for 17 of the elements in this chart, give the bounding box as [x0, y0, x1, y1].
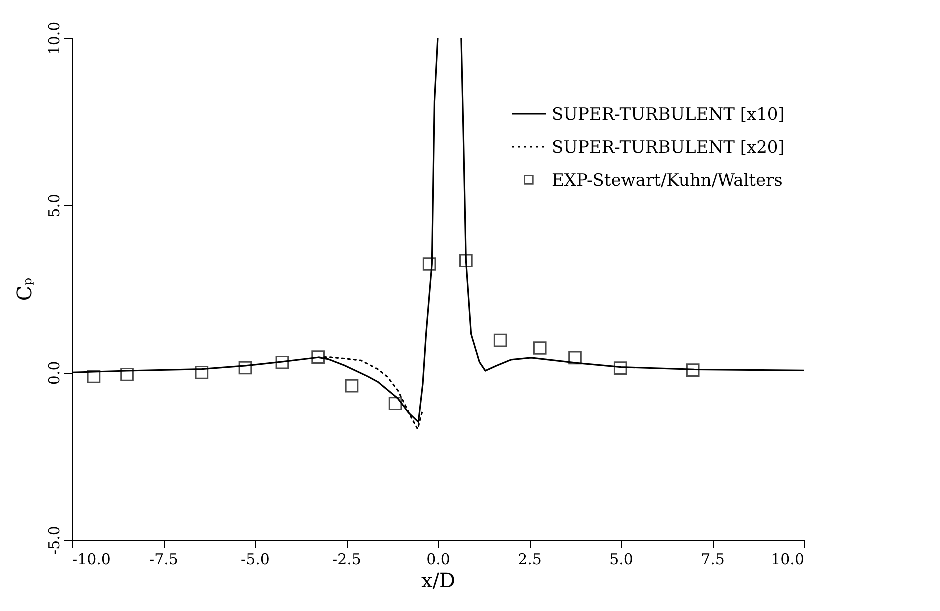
x-tick-label: 7.5 — [701, 550, 725, 568]
x-tick-label: 5.0 — [610, 550, 634, 568]
x-tick-label: 0.0 — [426, 550, 450, 568]
x-tick-label: -7.5 — [150, 550, 178, 568]
x-tick-label: -2.5 — [332, 550, 362, 568]
x-tick-label: -5.0 — [241, 550, 270, 568]
y-tick-label: 0.0 — [46, 361, 64, 386]
x-tick-label: 10.0 — [771, 550, 804, 568]
legend-label: SUPER-TURBULENT [x20] — [552, 138, 785, 158]
y-tick-label: 5.0 — [46, 194, 64, 218]
x-tick-label: -10.0 — [72, 550, 111, 568]
legend-label: SUPER-TURBULENT [x10] — [552, 105, 785, 125]
x-tick-label: 2.5 — [518, 550, 542, 568]
legend-label: EXP-Stewart/Kuhn/Walters — [552, 171, 783, 191]
x-axis-title: x/D — [421, 568, 456, 592]
y-axis-title: Cₚ — [12, 278, 36, 302]
y-tick-label: 10.0 — [46, 22, 64, 56]
